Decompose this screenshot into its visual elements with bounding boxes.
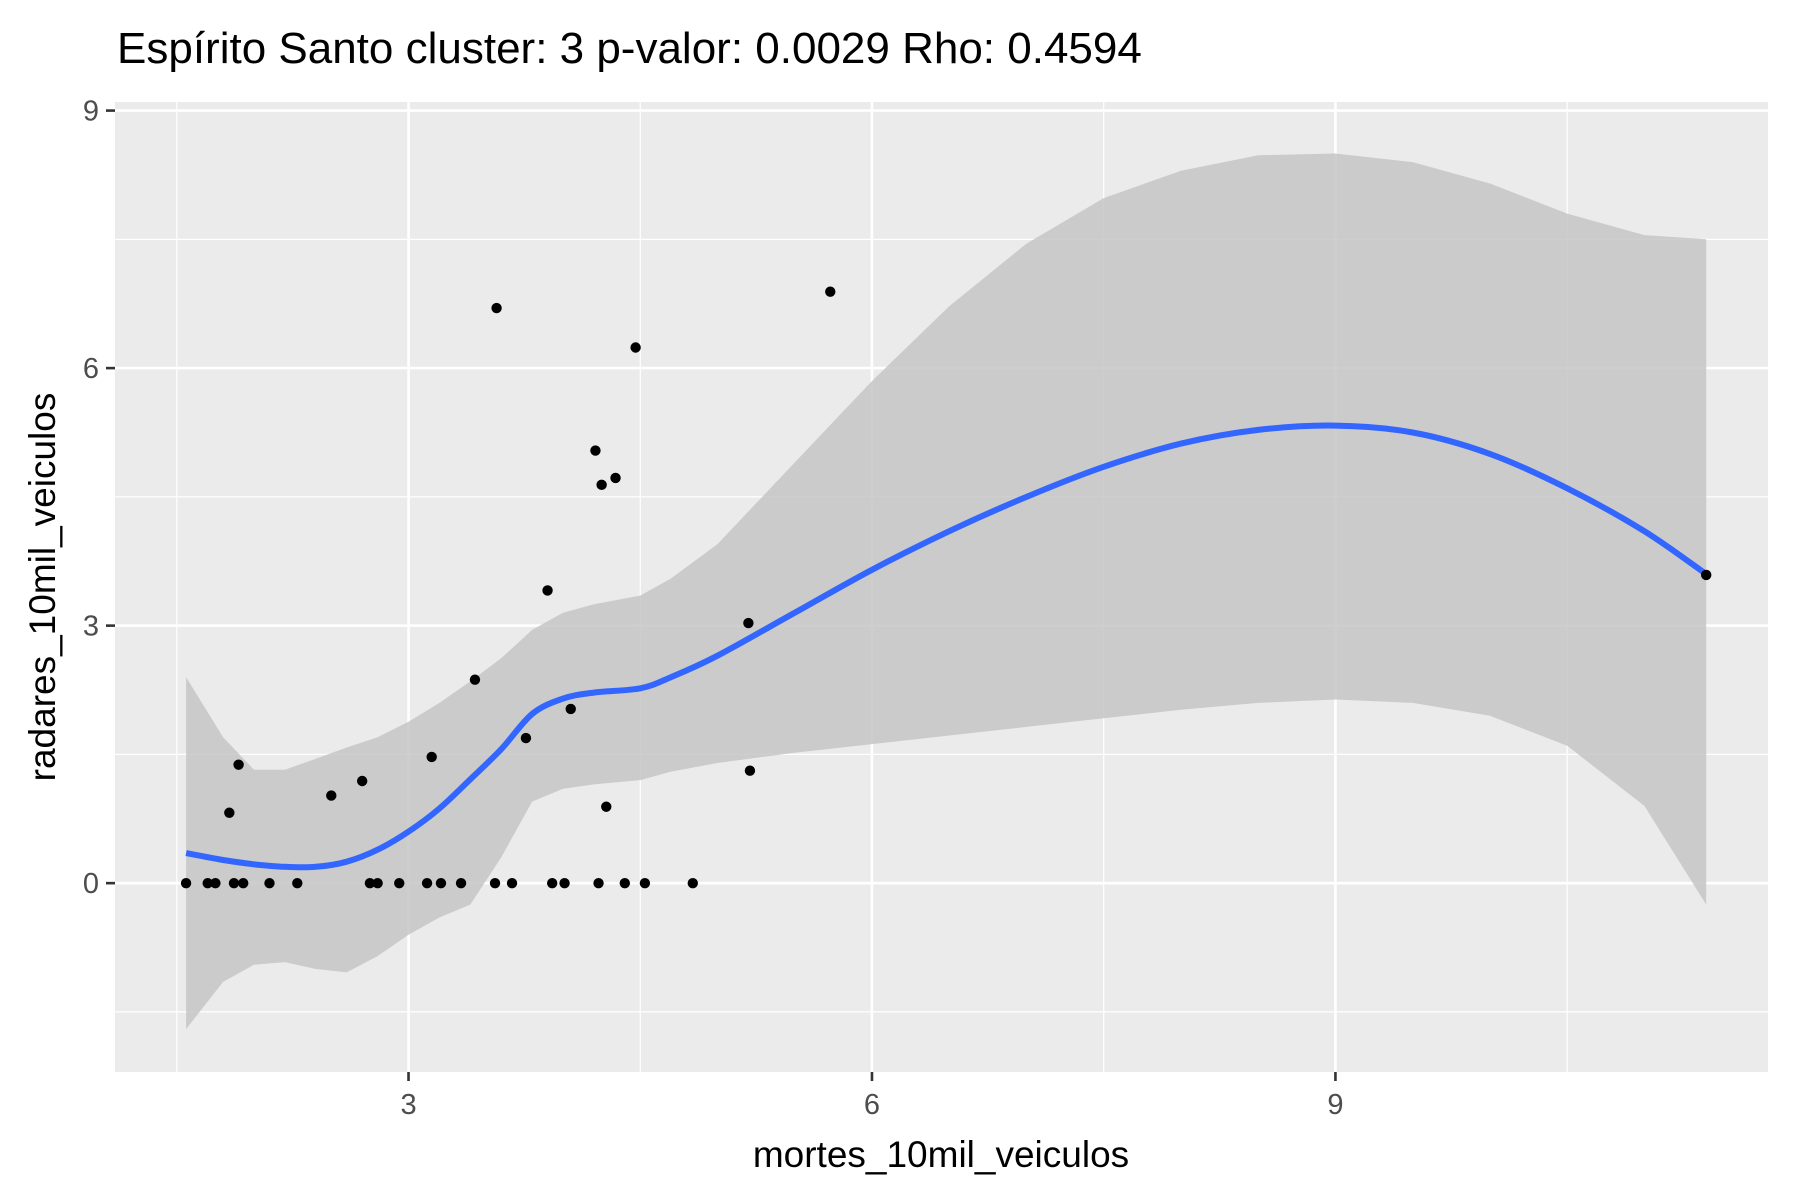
data-point: [224, 807, 235, 818]
data-point: [238, 877, 249, 889]
data-point: [825, 286, 836, 297]
chart-title: Espírito Santo cluster: 3 p-valor: 0.002…: [117, 24, 1142, 73]
data-point: [590, 445, 601, 456]
y-tick-label: 0: [83, 868, 99, 900]
data-point: [210, 877, 221, 889]
x-axis-title: mortes_10mil_veiculos: [753, 1134, 1129, 1175]
data-point: [180, 877, 192, 889]
data-point: [233, 759, 244, 770]
data-point: [364, 877, 376, 889]
data-point: [565, 703, 576, 715]
x-tick-label: 3: [400, 1089, 416, 1121]
data-point: [326, 790, 337, 801]
data-point: [264, 877, 275, 889]
data-point: [435, 877, 447, 889]
data-point: [202, 877, 213, 889]
data-point: [593, 877, 604, 889]
data-point: [421, 877, 433, 889]
confidence-band: [186, 153, 1707, 1030]
data-point: [489, 877, 501, 889]
data-point: [426, 751, 437, 763]
data-point: [520, 732, 532, 744]
data-point: [630, 342, 641, 353]
data-point: [596, 479, 607, 491]
data-point: [292, 877, 303, 889]
y-tick-label: 9: [83, 96, 99, 128]
y-tick-label: 3: [83, 611, 99, 643]
data-point: [744, 765, 756, 776]
data-point: [394, 877, 405, 889]
data-point: [469, 674, 481, 685]
data-point: [546, 877, 558, 889]
data-point: [639, 877, 651, 889]
x-axis: 3 6 9: [400, 1072, 1344, 1121]
data-point: [601, 801, 612, 812]
data-point: [559, 877, 570, 889]
y-tick-label: 6: [83, 353, 99, 385]
data-point: [356, 775, 368, 787]
y-axis: 0 3 6 9: [83, 96, 115, 900]
data-point: [372, 877, 383, 889]
data-point: [506, 877, 518, 889]
y-axis-title: radares_10mil_veiculos: [22, 393, 63, 782]
x-tick-label: 6: [864, 1089, 880, 1121]
data-point: [743, 617, 754, 629]
data-point: [455, 877, 467, 889]
data-point: [228, 877, 240, 889]
data-point: [542, 585, 553, 596]
data-point: [687, 877, 698, 889]
data-point: [1701, 569, 1712, 581]
data-point: [610, 472, 621, 484]
data-point: [491, 302, 502, 314]
x-tick-label: 9: [1327, 1089, 1343, 1121]
data-point: [619, 877, 631, 889]
data-points: [180, 286, 1712, 889]
smooth-line: [185, 422, 1708, 871]
